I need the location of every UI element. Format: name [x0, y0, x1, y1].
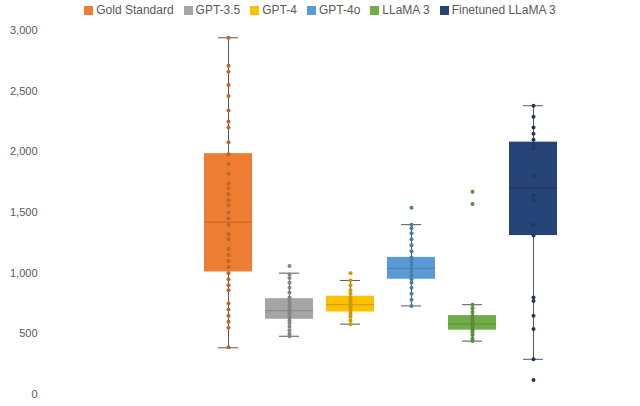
html-text:Gold Standard: Gold Standard [96, 3, 174, 17]
html-text:LLaMA 3: LLaMA 3 [382, 3, 430, 17]
svg-text:2,000: 2,000 [10, 145, 38, 157]
svg-text:500: 500 [19, 327, 37, 339]
svg-text:1,000: 1,000 [10, 267, 38, 279]
svg-text:3,000: 3,000 [10, 24, 38, 36]
html-text:Finetuned LLaMA 3: Finetuned LLaMA 3 [451, 3, 556, 17]
svg-text:0: 0 [31, 388, 37, 400]
html-text:GPT-4o: GPT-4o [319, 3, 361, 17]
html-text:GPT-3.5: GPT-3.5 [195, 3, 241, 17]
html-text:GPT-4: GPT-4 [262, 3, 297, 17]
svg-text:2,500: 2,500 [10, 85, 38, 97]
svg-text:1,500: 1,500 [10, 206, 38, 218]
